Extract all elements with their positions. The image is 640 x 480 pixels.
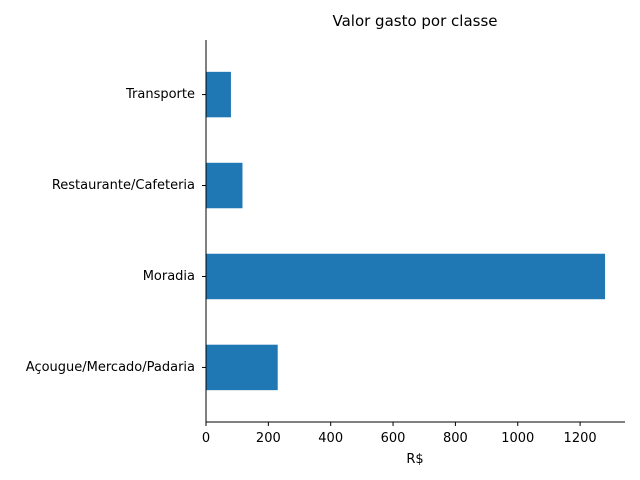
x-axis-ticks: 0 200 400 600 800 1000 1200: [202, 422, 597, 446]
y-tick-label: Restaurante/Cafeteria: [52, 178, 195, 193]
chart-title: Valor gasto por classe: [332, 12, 497, 30]
y-tick-label: Transporte: [125, 87, 195, 102]
y-axis-ticks: Açougue/Mercado/Padaria Moradia Restaurant…: [26, 87, 206, 375]
bar-moradia: [206, 253, 606, 300]
bars-group: [206, 71, 606, 391]
x-tick-label: 400: [318, 431, 343, 446]
x-tick-label: 0: [202, 431, 210, 446]
y-tick-label: Açougue/Mercado/Padaria: [26, 360, 195, 375]
x-tick-label: 800: [443, 431, 468, 446]
x-tick-label: 1000: [501, 431, 534, 446]
x-axis-title: R$: [406, 452, 423, 467]
bar-restaurante-cafeteria: [206, 162, 243, 209]
bar-acougue-mercado-padaria: [206, 344, 278, 391]
x-tick-label: 600: [381, 431, 406, 446]
x-tick-label: 1200: [564, 431, 597, 446]
bar-transporte: [206, 71, 231, 118]
y-tick-label: Moradia: [143, 269, 195, 284]
x-tick-label: 200: [256, 431, 281, 446]
axes-frame: [205, 40, 625, 423]
